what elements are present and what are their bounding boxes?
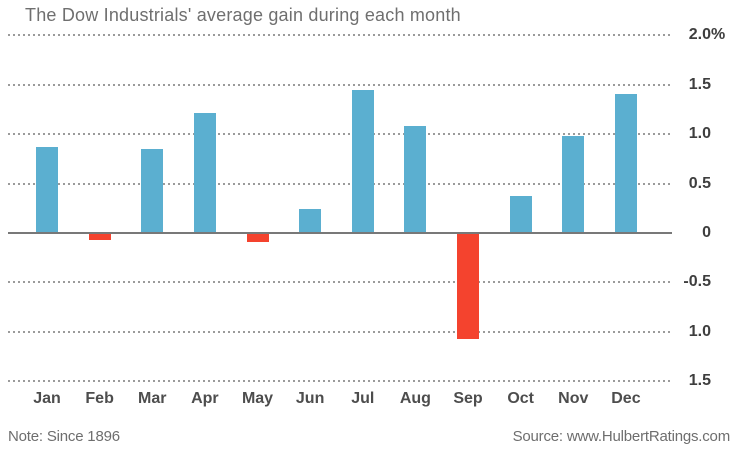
x-tick-label: Jun xyxy=(295,390,325,407)
bar-apr xyxy=(193,113,216,233)
chart-note: Note: Since 1896 xyxy=(8,428,120,445)
x-tick-label: Jul xyxy=(351,390,375,407)
bar-mar xyxy=(141,149,164,233)
bar-sep xyxy=(457,234,480,339)
percent-sign: % xyxy=(711,26,726,44)
x-tick-label: Oct xyxy=(507,390,534,407)
y-tick-label: 1.0 xyxy=(688,125,711,143)
gridline xyxy=(8,380,672,383)
y-tick-label: 0 xyxy=(702,224,711,241)
gridline xyxy=(8,330,672,333)
y-tick-label: 0.5 xyxy=(688,174,711,192)
x-tick-label: Mar xyxy=(138,390,167,407)
gridline xyxy=(8,133,672,136)
chart-title: The Dow Industrials' average gain during… xyxy=(25,5,461,25)
gridline xyxy=(8,83,672,86)
x-tick-label: Dec xyxy=(611,390,641,407)
y-tick-label: -0.5 xyxy=(683,273,711,291)
x-tick-label: Jan xyxy=(33,390,61,407)
bar-feb xyxy=(88,234,111,240)
x-tick-label: Feb xyxy=(85,390,114,407)
bar-dec xyxy=(614,93,637,233)
bar-jan xyxy=(36,147,58,233)
x-tick-label: Aug xyxy=(399,390,431,407)
bar-may xyxy=(246,234,269,242)
y-tick-label: 1.5 xyxy=(688,75,711,93)
gridline xyxy=(8,281,672,284)
y-tick-label: 1.5 xyxy=(688,372,711,390)
bar-jul xyxy=(351,89,374,233)
x-tick-label: Apr xyxy=(191,390,219,407)
bar-aug xyxy=(404,126,427,233)
bar-oct xyxy=(509,196,532,233)
bar-jun xyxy=(299,209,322,233)
y-tick-label: 2.0% xyxy=(641,24,725,46)
x-tick-label: May xyxy=(241,390,274,407)
y-tick-label: 1.0 xyxy=(688,322,711,340)
gridline xyxy=(8,182,672,185)
bar-nov xyxy=(562,136,585,233)
chart-source: Source: www.HulbertRatings.com xyxy=(512,428,731,445)
x-tick-label: Sep xyxy=(453,390,483,407)
x-tick-label: Nov xyxy=(558,390,589,407)
gridline xyxy=(8,34,672,37)
zero-axis-line xyxy=(8,232,672,234)
